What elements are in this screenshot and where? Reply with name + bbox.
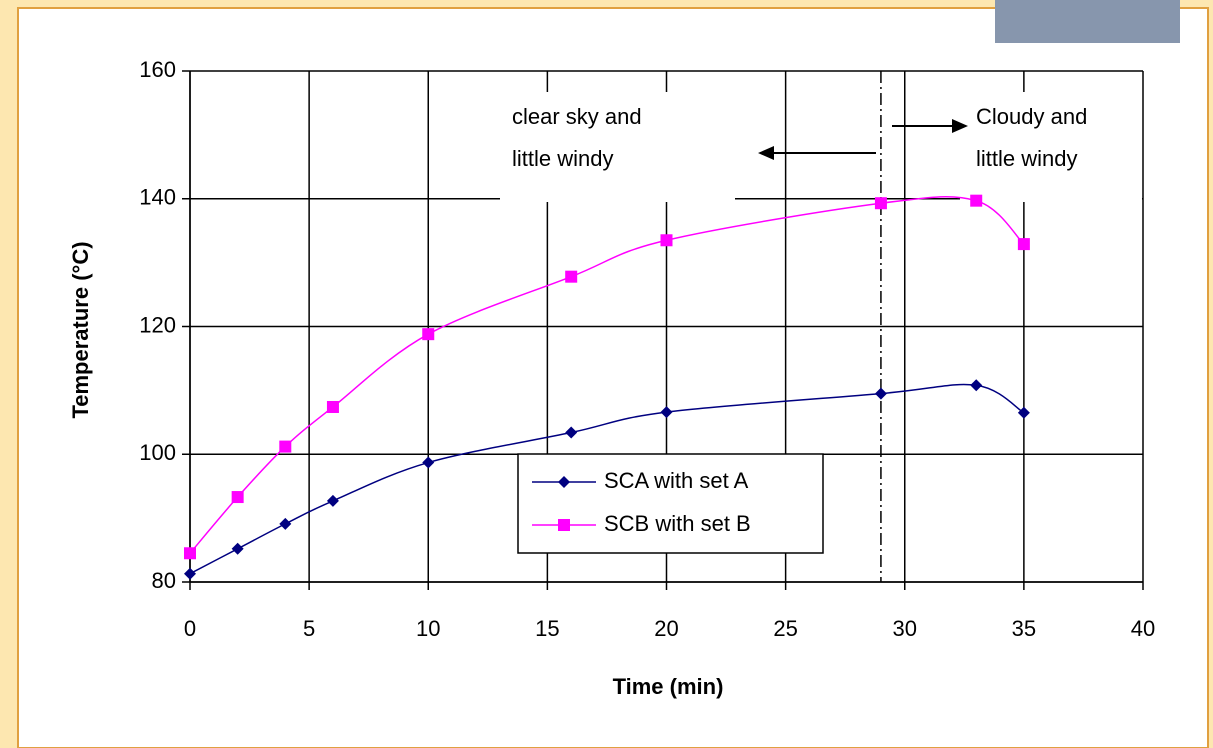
point: [1017, 406, 1030, 419]
legend-label: SCA with set A: [604, 468, 749, 493]
point: [874, 197, 887, 210]
point: [1017, 238, 1030, 251]
y-tick-label: 160: [139, 57, 176, 82]
arrow-head: [758, 146, 774, 160]
point: [184, 567, 196, 580]
point: [326, 400, 339, 413]
point: [558, 476, 570, 488]
legend-box: [517, 453, 824, 554]
annotation-text: little windy: [976, 146, 1077, 171]
y-tick-label: 100: [139, 440, 176, 465]
y-tick-label: 140: [139, 185, 176, 210]
x-tick-label: 25: [773, 616, 797, 641]
legend-label: SCB with set B: [604, 511, 751, 536]
annotation-box: [500, 92, 735, 202]
point: [565, 426, 578, 439]
point: [326, 494, 339, 507]
point: [565, 270, 578, 283]
series-line: [189, 195, 1025, 554]
point: [184, 547, 196, 560]
annotation-box: [960, 92, 1142, 202]
point: [231, 542, 244, 555]
y-tick-label: 120: [139, 312, 176, 337]
x-tick-label: 10: [416, 616, 440, 641]
annotation-text: little windy: [512, 146, 613, 171]
point: [422, 456, 435, 469]
point: [231, 491, 244, 504]
x-tick-label: 20: [654, 616, 678, 641]
x-axis-title: Time (min): [613, 674, 724, 699]
point: [279, 440, 292, 453]
annotation-text: clear sky and: [512, 104, 642, 129]
y-tick-label: 80: [152, 568, 176, 593]
series-line: [189, 383, 1025, 575]
point: [874, 387, 887, 400]
x-tick-label: 35: [1012, 616, 1036, 641]
point: [660, 406, 673, 419]
x-tick-label: 0: [184, 616, 196, 641]
point: [422, 328, 435, 341]
legend: SCA with set A SCB with set B: [517, 453, 824, 554]
point: [660, 234, 673, 247]
x-tick-label: 30: [893, 616, 917, 641]
x-tick-label: 5: [303, 616, 315, 641]
annotation-text: Cloudy and: [976, 104, 1087, 129]
plot: [184, 71, 1030, 582]
point: [970, 194, 983, 207]
x-tick-label: 15: [535, 616, 559, 641]
point: [558, 519, 570, 531]
x-tick-label: 40: [1131, 616, 1155, 641]
point: [970, 379, 983, 392]
photo-fragment: [995, 0, 1180, 43]
point: [279, 517, 292, 530]
y-axis-title: Temperature (°C): [68, 241, 93, 418]
arrow-head: [952, 119, 968, 133]
